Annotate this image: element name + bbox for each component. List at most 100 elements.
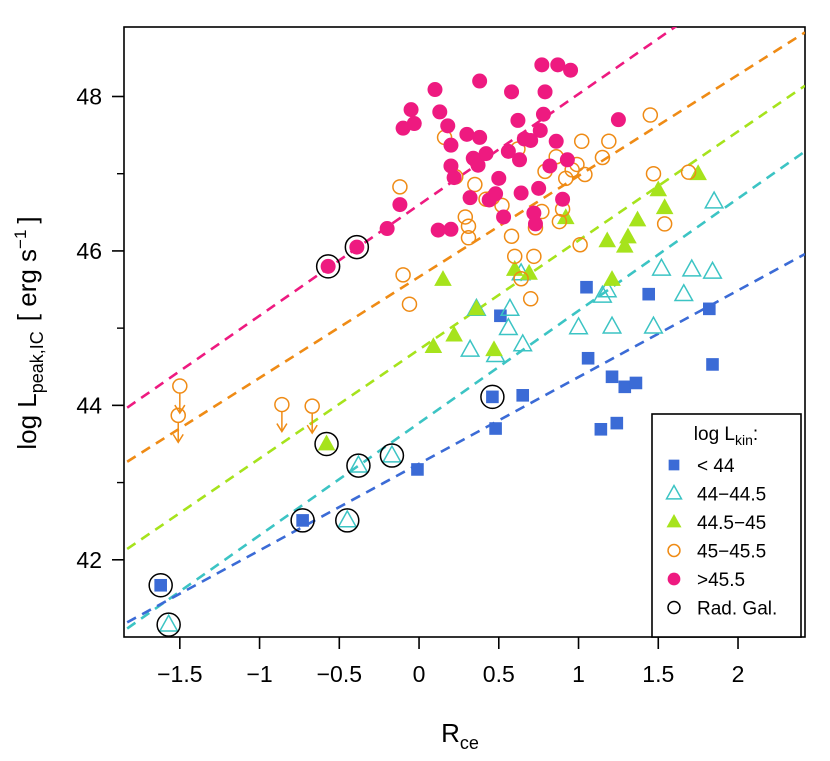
y-axis-title-main: log L [12, 393, 42, 449]
legend-entry: 44−44.5 [665, 483, 766, 506]
data-point [577, 166, 593, 183]
data-point [443, 158, 459, 174]
data-point [411, 463, 424, 476]
fit-line [126, 31, 805, 463]
data-point [601, 133, 617, 150]
data-points [148, 57, 725, 637]
data-point [296, 514, 309, 527]
data-point [656, 216, 673, 232]
data-point [315, 254, 341, 279]
legend-title-suffix: : [753, 424, 758, 445]
data-point [610, 416, 624, 430]
data-point [406, 116, 422, 132]
data-point [392, 179, 408, 195]
x-axis-title: Rce [441, 718, 479, 753]
y-axis-title-subscript: peak,IC [27, 331, 47, 393]
legend: log Lkin: < 44 44−44.5 44.5−45 45−45.5 >45.5… [651, 413, 802, 638]
data-point [592, 284, 613, 303]
data-point [628, 210, 647, 227]
data-point [489, 422, 502, 435]
legend-label: >45.5 [697, 570, 745, 591]
data-point [379, 443, 405, 468]
data-point [314, 431, 339, 457]
data-point [522, 291, 539, 307]
legend-entry: 44.5−45 [666, 513, 766, 534]
data-point [548, 133, 564, 149]
data-point [601, 315, 623, 334]
x-tick-label: −1 [246, 661, 272, 687]
data-point [462, 190, 478, 206]
data-point [703, 302, 716, 316]
data-point [563, 62, 579, 78]
data-point [550, 57, 566, 73]
data-point [485, 340, 503, 357]
y-axis-title-units-close: ] [12, 216, 42, 223]
legend-title-subscript: kin [735, 432, 753, 448]
data-point [516, 389, 530, 402]
fit-lines [126, 27, 805, 630]
data-point [491, 170, 507, 186]
y-axis-title-units-superscript: −1 [11, 230, 30, 249]
data-point [440, 118, 456, 134]
data-point [488, 186, 504, 202]
x-tick-label: 2 [732, 661, 745, 687]
legend-label: 45−45.5 [697, 542, 766, 563]
data-point [467, 176, 483, 193]
data-point [706, 358, 719, 371]
data-point [472, 73, 488, 89]
data-point [572, 236, 588, 253]
data-point [337, 509, 358, 528]
data-point [619, 227, 637, 244]
data-point [555, 191, 571, 207]
series-44 [154, 280, 719, 592]
x-axis: −1.5 −1 −0.5 0 0.5 1 1.5 2 [157, 637, 744, 687]
data-point [480, 384, 505, 410]
upper-limit-arrow-head [306, 424, 318, 435]
data-point [434, 270, 452, 286]
data-point [531, 180, 547, 196]
data-point [500, 143, 516, 159]
y-axis-title-units: [ erg s [12, 249, 42, 321]
data-point [618, 380, 632, 394]
data-point [344, 234, 370, 260]
legend-title-main: log L [694, 424, 735, 445]
data-point [573, 133, 590, 150]
data-point [148, 573, 173, 598]
data-point [430, 222, 446, 238]
legend-marker [665, 483, 683, 500]
data-point [594, 422, 608, 436]
x-tick-label: −0.5 [317, 661, 362, 687]
data-point [702, 260, 723, 279]
fit-line [126, 150, 805, 630]
data-point [460, 218, 477, 234]
x-tick-label: 1.5 [642, 661, 674, 687]
data-point [513, 270, 529, 287]
series-45-5 [320, 57, 626, 274]
data-point [513, 185, 529, 201]
data-point [520, 263, 538, 280]
data-point [460, 230, 477, 246]
legend-label: Rad. Gal. [697, 599, 777, 620]
data-point [446, 170, 462, 186]
data-point [598, 231, 617, 248]
data-point [568, 316, 589, 335]
upper-limit-arrow-head [172, 433, 184, 444]
upper-limit-arrow-head [174, 404, 186, 415]
data-point [542, 158, 558, 174]
data-point [597, 279, 618, 298]
data-point [459, 126, 475, 142]
data-point [559, 152, 575, 168]
legend-entry: 45−45.5 [667, 542, 766, 563]
data-point [645, 165, 662, 182]
y-tick-label: 42 [76, 547, 102, 573]
data-point [610, 112, 626, 128]
x-tick-label: 0 [413, 661, 426, 687]
data-point [503, 228, 520, 245]
data-point [537, 84, 553, 100]
data-point [651, 257, 672, 276]
x-tick-label: 1 [572, 661, 585, 687]
fit-line [126, 84, 805, 551]
data-point [532, 122, 548, 138]
data-point [681, 258, 702, 277]
legend-title: log Lkin: [694, 424, 758, 448]
